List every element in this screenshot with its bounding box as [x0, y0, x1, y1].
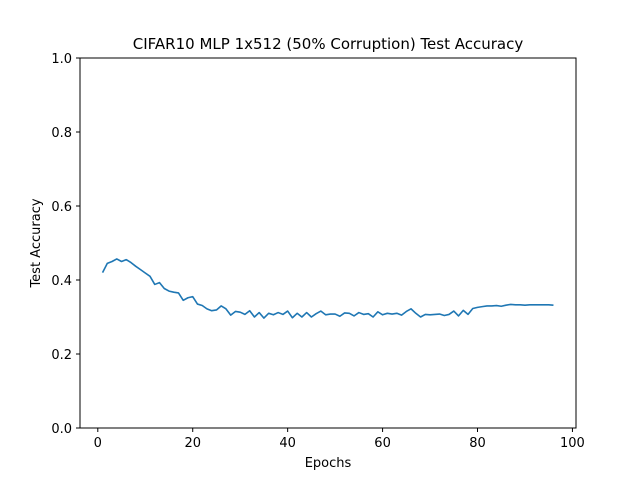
y-tick-label: 1.0	[51, 52, 72, 67]
x-tick-label: 80	[469, 436, 486, 451]
y-tick-label: 0.4	[51, 274, 72, 289]
x-tick-label: 40	[279, 436, 296, 451]
y-tick-label: 0.2	[51, 348, 72, 363]
x-axis: 0 20 40 60 80 100	[94, 428, 585, 451]
plot-frame	[79, 57, 577, 429]
x-axis-label: Epochs	[305, 456, 352, 471]
y-tick-label: 0.0	[51, 422, 72, 437]
series-line	[101, 258, 554, 319]
plot-area	[101, 258, 554, 319]
y-tick-label: 0.6	[51, 200, 72, 215]
y-axis: 0.0 0.2 0.4 0.6 0.8 1.0	[51, 52, 80, 437]
x-tick-label: 0	[94, 436, 102, 451]
x-tick-label: 60	[374, 436, 391, 451]
chart-title: CIFAR10 MLP 1x512 (50% Corruption) Test …	[133, 35, 524, 53]
x-tick-label: 20	[184, 436, 201, 451]
x-tick-label: 100	[560, 436, 585, 451]
y-tick-label: 0.8	[51, 126, 72, 141]
y-axis-label: Test Accuracy	[29, 198, 44, 288]
